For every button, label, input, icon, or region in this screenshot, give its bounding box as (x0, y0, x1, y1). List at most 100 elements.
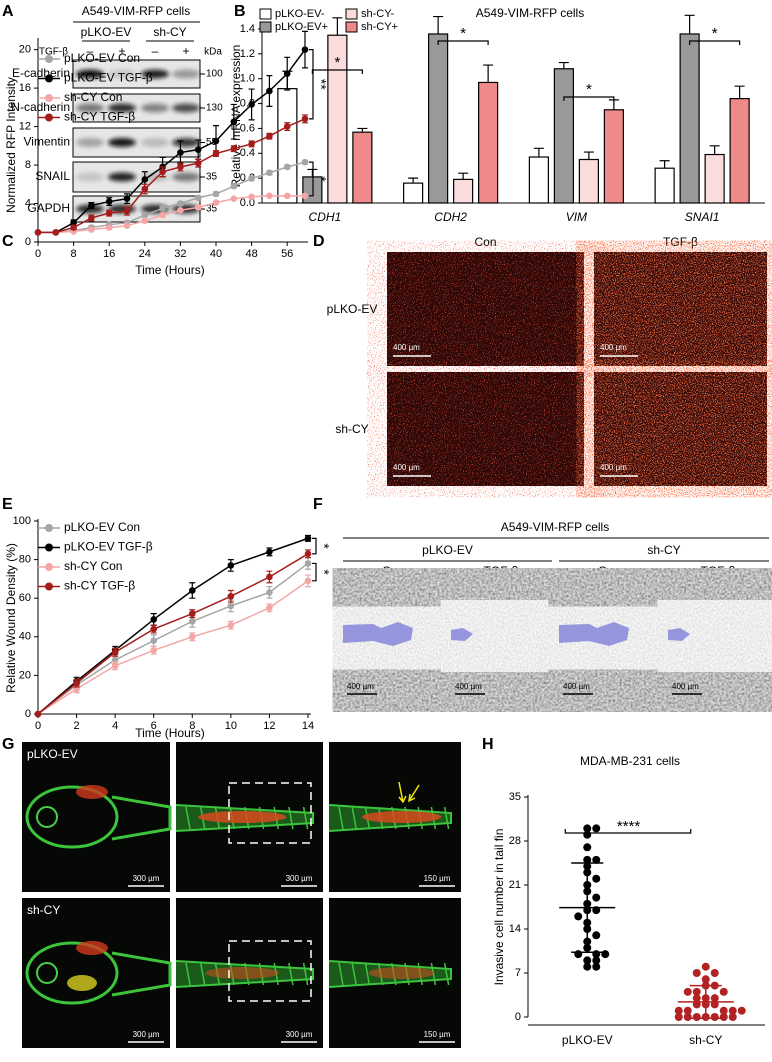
data-point (227, 592, 235, 600)
data-point (111, 648, 119, 656)
legend-marker (45, 582, 53, 591)
data-point (105, 198, 113, 205)
zebrafish-image (22, 742, 170, 892)
chart-title: A549-VIM-RFP cells (476, 6, 584, 20)
fluorescence-signal (387, 252, 584, 366)
fluorescence-signal (594, 372, 767, 486)
error-bar (357, 127, 368, 133)
error-bar (307, 168, 318, 177)
fish-vessel (199, 962, 206, 986)
data-point (701, 962, 710, 971)
data-point (574, 912, 583, 921)
zebrafish-image (22, 898, 170, 1048)
scale-bar-label: 300 µm (286, 874, 313, 883)
tumor-cells (205, 967, 279, 979)
significance-bracket (312, 537, 317, 555)
data-point (88, 202, 95, 209)
panel-label: B (234, 3, 246, 20)
y-tick-label: 4 (25, 197, 31, 209)
y-axis-label: Invasive cell number in tail fin (492, 829, 506, 986)
data-point (70, 219, 77, 227)
legend-label: sh-CY- (361, 8, 395, 20)
treatment-sign: + (182, 44, 189, 58)
scale-bar-label: 300 µm (133, 874, 160, 883)
fish-vessel (288, 806, 294, 830)
data-point (728, 1006, 737, 1015)
data-point (301, 115, 309, 123)
significance-label: * (316, 543, 332, 549)
tumor-cells (198, 811, 287, 823)
data-point (701, 975, 710, 984)
blot-band (172, 138, 200, 147)
data-point (248, 175, 255, 182)
data-point (301, 46, 309, 53)
blot-band (108, 103, 136, 113)
wound-group: sh-CY (647, 543, 680, 557)
data-point (583, 824, 592, 833)
tumor-cells (368, 967, 435, 979)
y-tick-label: 80 (19, 554, 31, 566)
data-point (283, 192, 291, 200)
x-tick-label: 10 (225, 720, 237, 732)
data-point (692, 1013, 701, 1021)
data-point (188, 610, 196, 617)
scale-bar-label: 400 µm (393, 343, 420, 352)
significance-label: **** (617, 818, 641, 835)
legend-swatch (345, 8, 358, 20)
data-point (683, 987, 692, 996)
y-tick-label: 7 (515, 967, 521, 979)
legend-marker (45, 543, 53, 552)
fish-head (25, 941, 119, 1005)
data-point (283, 163, 291, 171)
data-point (583, 956, 592, 965)
blot-band (76, 69, 104, 79)
data-point (34, 710, 42, 718)
protein-label: N-cadherin (11, 100, 70, 114)
fish-vessel (443, 806, 450, 830)
row-label: pLKO-EV (327, 302, 378, 316)
data-point (177, 200, 184, 207)
bar (603, 109, 624, 204)
data-point (674, 1013, 683, 1021)
x-tick-label: CDH2 (434, 210, 467, 224)
significance-label: ** (313, 79, 329, 90)
blot-band (108, 172, 136, 182)
data-point (230, 182, 238, 190)
legend-swatch (259, 21, 272, 33)
blot-band (141, 138, 169, 147)
data-point (583, 855, 592, 864)
significance-bracket (563, 96, 615, 101)
row-label: sh-CY (335, 422, 368, 436)
fish-vessel (364, 962, 371, 986)
y-tick-label: 0.6 (240, 122, 255, 134)
sd-bar (689, 984, 722, 1020)
y-tick-label: 21 (509, 879, 521, 891)
fish-vessel (443, 962, 450, 986)
zoom-box (228, 782, 312, 844)
scale-bar-label: 400 µm (600, 463, 627, 472)
blot-band (172, 69, 200, 79)
wound-group: pLKO-EV (422, 543, 473, 557)
blot-band (76, 172, 104, 182)
error-bar (709, 145, 720, 155)
protein-label: GAPDH (27, 201, 70, 215)
panel-label: G (2, 736, 14, 753)
fish-eye (36, 962, 58, 984)
data-point (710, 1013, 719, 1021)
fish-vessel (302, 962, 309, 986)
data-point (188, 587, 196, 594)
y-axis-label: Normalized RFP Intensity (4, 77, 18, 213)
data-point (230, 195, 238, 203)
protein-label: Vimentin (24, 135, 70, 149)
panel-label: A (2, 3, 14, 20)
legend-label: pLKO-EV+ (275, 21, 328, 33)
yolk (67, 975, 97, 991)
group-label: sh-CY (153, 25, 186, 39)
data-point (150, 625, 158, 633)
data-point (188, 633, 196, 641)
x-axis-label: Time (Hours) (135, 726, 205, 740)
blot-band (108, 69, 136, 79)
marker-label: 35 (206, 204, 218, 215)
significance-label: * (460, 25, 466, 42)
data-point (266, 132, 273, 140)
